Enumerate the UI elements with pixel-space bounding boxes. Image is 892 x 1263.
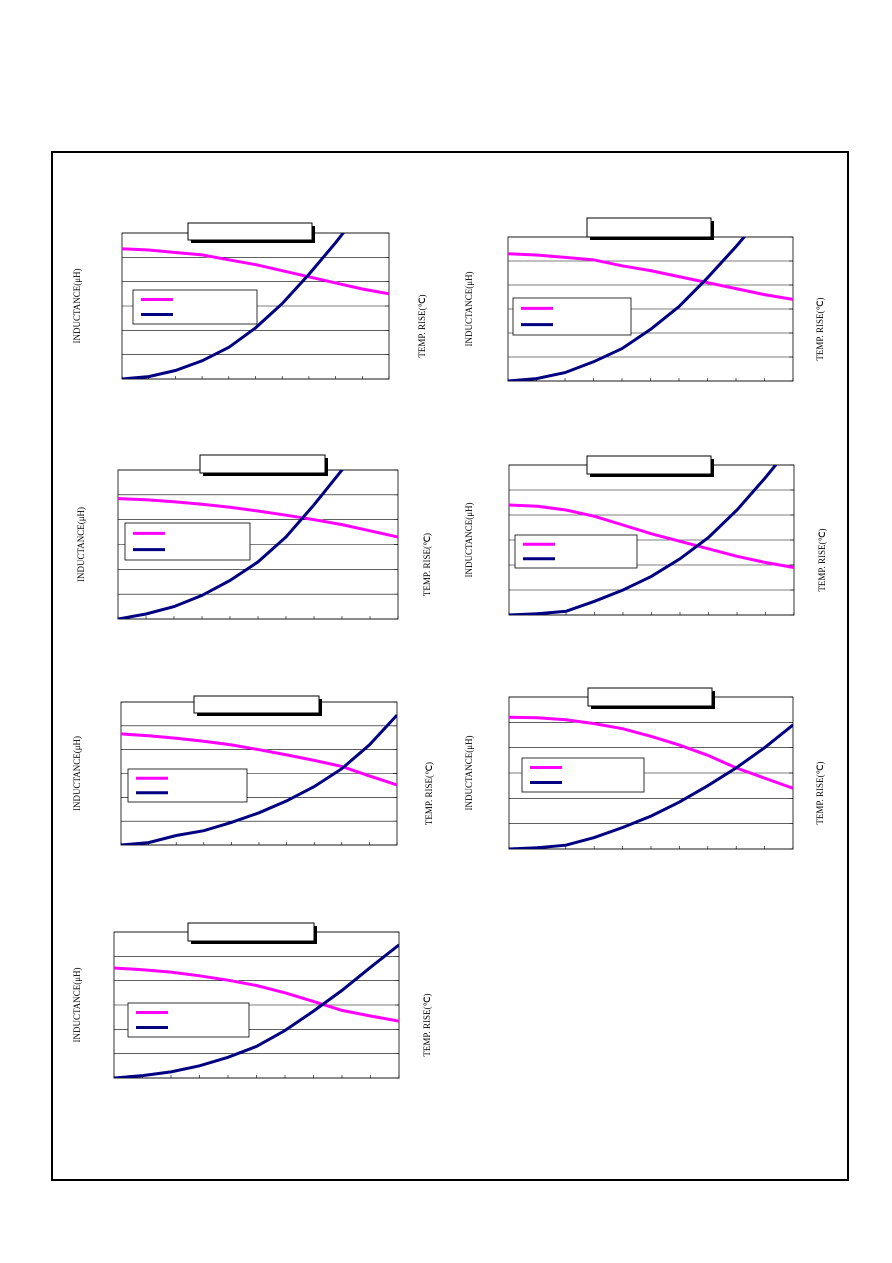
title-box <box>586 217 712 238</box>
title-box <box>586 455 712 475</box>
title-box <box>199 454 326 474</box>
y-axis-label: INDUCTANCE(μH) <box>72 268 82 343</box>
legend-box <box>514 534 638 569</box>
chart: INDUCTANCE(μH) TEMP. RISE(℃) <box>464 687 825 850</box>
legend-box <box>127 1002 250 1038</box>
series-line <box>509 723 793 849</box>
y2-axis-label: TEMP. RISE(℃) <box>815 297 825 360</box>
series-line <box>509 465 778 615</box>
chart: INDUCTANCE(μH) TEMP. RISE(℃) <box>72 695 434 846</box>
series-line <box>118 470 344 619</box>
series-line <box>114 943 399 1078</box>
title-box <box>187 222 313 241</box>
title-box <box>587 687 713 707</box>
legend-box <box>124 522 251 561</box>
chart: INDUCTANCE(μH) TEMP. RISE(℃) <box>76 454 432 620</box>
series-line <box>122 247 389 296</box>
y-axis-label: INDUCTANCE(μH) <box>464 271 474 346</box>
legend-box <box>512 297 632 336</box>
chart: INDUCTANCE(μH) TEMP. RISE(℃) <box>464 217 825 382</box>
y-axis-label: INDUCTANCE(μH) <box>464 502 474 577</box>
legend-box <box>132 289 258 325</box>
series-line <box>114 966 399 1023</box>
series-line <box>508 252 793 301</box>
series-line <box>508 237 747 381</box>
series-line <box>509 503 794 569</box>
legend-box <box>127 768 248 803</box>
series-line <box>121 732 397 787</box>
y2-axis-label: TEMP. RISE(℃) <box>417 294 427 357</box>
chart: INDUCTANCE(μH) TEMP. RISE(℃) <box>464 455 827 616</box>
series-line <box>118 497 398 539</box>
y-axis-label: INDUCTANCE(μH) <box>72 967 82 1042</box>
y-axis-label: INDUCTANCE(μH) <box>464 735 474 810</box>
chart: INDUCTANCE(μH) TEMP. RISE(℃) <box>72 922 432 1079</box>
chart: INDUCTANCE(μH) TEMP. RISE(℃) <box>72 222 427 380</box>
y2-axis-label: TEMP. RISE(℃) <box>815 761 825 824</box>
y2-axis-label: TEMP. RISE(℃) <box>424 762 434 825</box>
y2-axis-label: TEMP. RISE(℃) <box>422 533 432 596</box>
y2-axis-label: TEMP. RISE(℃) <box>422 993 432 1056</box>
title-box <box>187 922 315 942</box>
page-border <box>51 151 849 1181</box>
title-box <box>193 695 320 714</box>
series-line <box>122 233 346 379</box>
y-axis-label: INDUCTANCE(μH) <box>76 507 86 582</box>
series-line <box>121 714 397 845</box>
y2-axis-label: TEMP. RISE(℃) <box>817 528 827 591</box>
legend-box <box>521 757 645 793</box>
y-axis-label: INDUCTANCE(μH) <box>72 736 82 811</box>
series-line <box>509 715 793 790</box>
